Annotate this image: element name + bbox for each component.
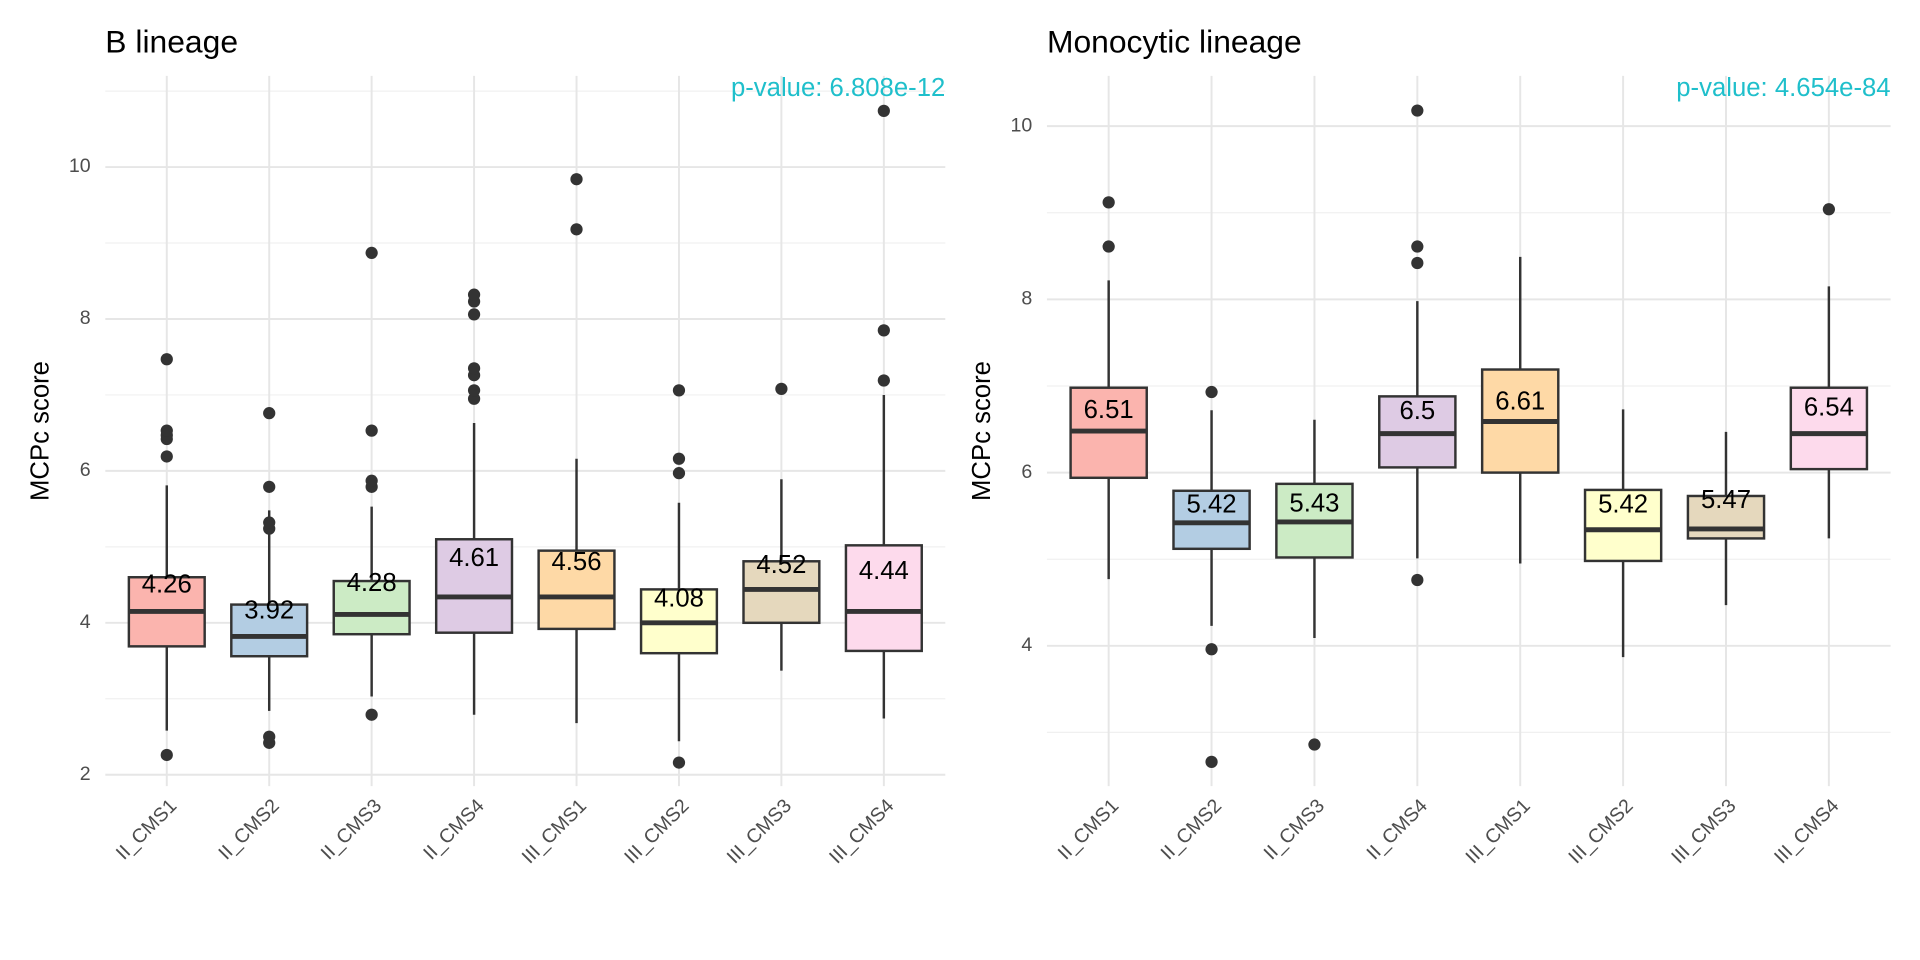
box (742, 560, 821, 625)
outlier (160, 424, 173, 437)
outlier (263, 516, 276, 529)
x-tick-label: II_CMS3 (1260, 795, 1329, 864)
outlier (467, 362, 481, 375)
mean-label: 6.5 (1399, 397, 1435, 425)
x-tick-label: III_CMS2 (620, 795, 693, 868)
mean-label: 3.92 (244, 597, 294, 625)
outlier (263, 407, 276, 420)
y-tick-label: 8 (1021, 288, 1032, 310)
box (844, 544, 923, 653)
mean-label: 5.42 (1187, 490, 1237, 518)
outlier (263, 730, 276, 743)
box (1583, 488, 1663, 563)
outlier (1411, 573, 1424, 587)
mean-label: 4.56 (552, 548, 602, 576)
x-tick-label: II_CMS4 (419, 795, 488, 864)
outlier (160, 450, 173, 463)
mean-label: 4.44 (859, 557, 909, 585)
mean-label: 5.43 (1289, 490, 1339, 518)
x-tick-label: II_CMS3 (317, 795, 386, 864)
outlier (1411, 256, 1424, 270)
y-tick-label: 4 (1021, 634, 1032, 656)
box (1172, 489, 1251, 551)
outlier (467, 308, 481, 321)
outlier (365, 474, 378, 487)
x-tick-label: III_CMS3 (1667, 795, 1740, 868)
outlier (467, 288, 481, 301)
annotation: p-value: 6.808e-12 (731, 74, 945, 102)
outlier (1205, 643, 1218, 656)
box (1686, 494, 1766, 540)
outlier (672, 467, 686, 480)
y-tick-label: 6 (80, 459, 91, 481)
x-tick-label: III_CMS3 (723, 795, 796, 868)
outlier (570, 173, 583, 186)
x-tick-label: III_CMS2 (1564, 795, 1637, 868)
box (332, 579, 411, 636)
outlier (1205, 755, 1218, 768)
box (230, 603, 309, 658)
mean-label: 4.08 (654, 584, 704, 612)
mean-label: 4.26 (142, 571, 192, 599)
mean-label: 5.47 (1701, 486, 1751, 514)
outlier (1411, 104, 1424, 117)
mean-label: 4.61 (449, 544, 499, 572)
outlier (877, 104, 890, 117)
outlier (1822, 203, 1836, 216)
y-tick-label: 2 (80, 763, 91, 785)
outlier (1308, 738, 1321, 751)
outlier (877, 324, 890, 337)
mean-label: 4.28 (347, 569, 397, 597)
mean-label: 5.42 (1598, 490, 1648, 518)
outlier (467, 384, 481, 397)
y-tick-label: 10 (69, 155, 91, 177)
x-tick-label: II_CMS2 (1157, 795, 1226, 864)
box (434, 538, 514, 634)
box (537, 549, 616, 631)
outlier (775, 382, 788, 395)
x-tick-label: II_CMS1 (1054, 795, 1123, 864)
box (1789, 386, 1869, 471)
panel: 2 4 6 8 10 II_CMS1 II_CMS2 II_CMS3 II_CMS4 III_CM… (26, 23, 945, 868)
outlier (263, 480, 276, 493)
outlier (672, 384, 686, 397)
mean-label: 6.61 (1495, 387, 1545, 415)
outlier (570, 223, 583, 236)
outlier (877, 374, 890, 387)
y-axis-label: MCPc score (968, 361, 996, 501)
x-tick-label: III_CMS1 (518, 795, 591, 868)
chart-title: Monocytic lineage (1047, 23, 1302, 59)
y-tick-label: 4 (80, 611, 91, 633)
x-tick-label: II_CMS1 (112, 795, 181, 864)
y-axis-label: MCPc score (26, 361, 54, 501)
mean-label: 4.52 (756, 551, 806, 579)
outlier (1102, 240, 1115, 253)
annotation: p-value: 4.654e-84 (1676, 74, 1890, 102)
outlier (365, 708, 378, 721)
outlier (1205, 385, 1218, 399)
x-tick-label: II_CMS2 (214, 795, 283, 864)
mean-label: 6.51 (1084, 396, 1134, 424)
x-tick-label: II_CMS4 (1362, 795, 1431, 864)
x-tick-label: III_CMS4 (825, 795, 898, 868)
outlier (672, 756, 686, 769)
chart-title: B lineage (105, 23, 238, 59)
mean-label: 6.54 (1804, 393, 1854, 421)
y-tick-label: 6 (1021, 461, 1032, 483)
x-tick-label: III_CMS1 (1461, 795, 1534, 868)
outlier (160, 353, 173, 366)
outlier (1102, 196, 1115, 209)
x-tick-label: III_CMS4 (1770, 795, 1843, 868)
outlier (365, 424, 378, 437)
outlier (365, 246, 378, 260)
panel: 4 6 8 10 II_CMS1 II_CMS2 II_CMS3 II_CMS4 III_CMS… (968, 23, 1891, 868)
outlier (160, 748, 173, 762)
outlier (1411, 240, 1424, 253)
y-tick-label: 8 (80, 307, 91, 329)
outlier (672, 452, 686, 465)
y-tick-label: 10 (1010, 114, 1032, 136)
